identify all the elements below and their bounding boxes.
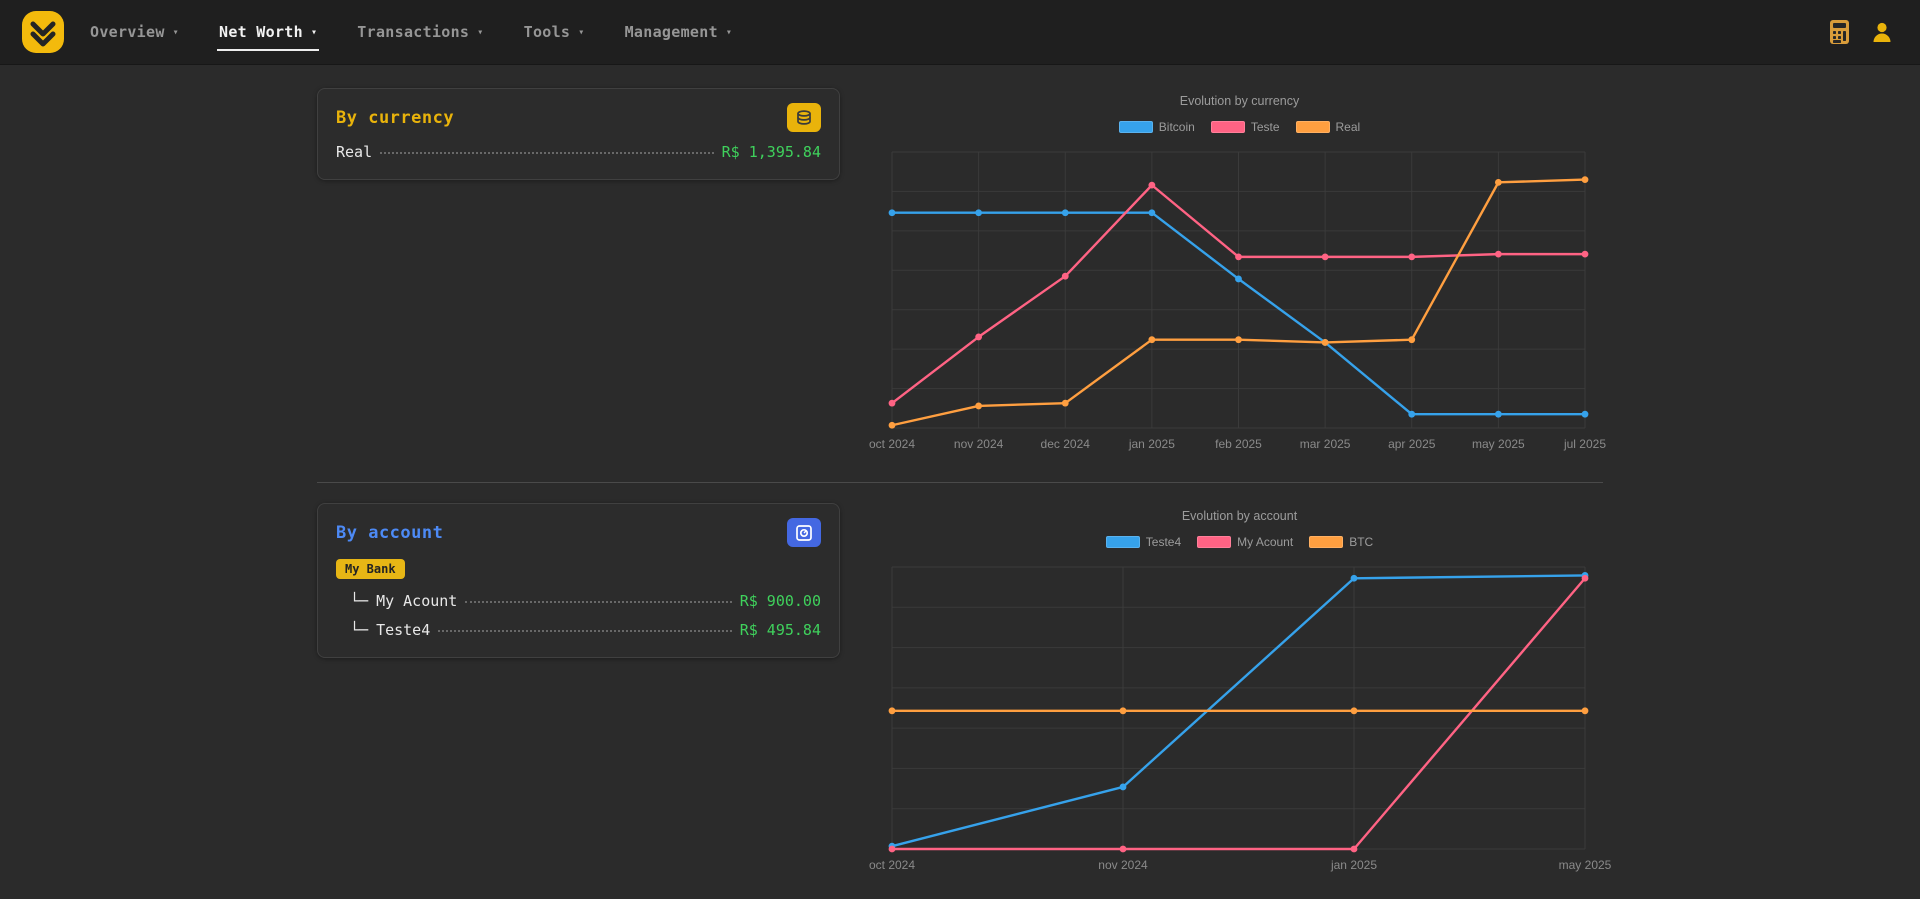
dotted-leader <box>380 152 714 154</box>
calculator-icon[interactable] <box>1829 19 1850 45</box>
by-currency-title: By currency <box>336 107 455 128</box>
svg-text:nov 2024: nov 2024 <box>954 437 1004 451</box>
chart-title: Evolution by currency <box>1179 94 1300 108</box>
chart-title: Evolution by account <box>1181 509 1298 523</box>
nav-item-management[interactable]: Management ▾ <box>623 13 735 51</box>
coin-stack-icon <box>797 109 811 125</box>
legend-label: Real <box>1335 120 1361 134</box>
legend-item[interactable]: BTC <box>1309 535 1373 549</box>
chevron-down-icon: ▾ <box>310 27 318 38</box>
svg-text:feb 2025: feb 2025 <box>1215 437 1262 451</box>
account-icon-button[interactable] <box>787 518 821 547</box>
app-logo[interactable] <box>20 9 66 55</box>
legend-label: Teste <box>1250 120 1280 134</box>
legend-swatch <box>1210 121 1245 133</box>
navbar-actions <box>1829 19 1900 45</box>
by-account-card: By account My Bank └─ My Acount R$ 900.0 <box>317 503 840 658</box>
section-divider <box>317 482 1603 483</box>
account-row: └─ My Acount R$ 900.00 <box>336 592 821 610</box>
currency-value: R$ 1,395.84 <box>721 143 821 161</box>
currency-icon-button[interactable] <box>787 103 821 132</box>
svg-text:oct 2024: oct 2024 <box>869 858 915 872</box>
svg-text:mar 2025: mar 2025 <box>1300 437 1351 451</box>
nav-item-label: Tools <box>523 23 571 41</box>
bank-badge[interactable]: My Bank <box>336 559 405 579</box>
nav-item-tools[interactable]: Tools ▾ <box>522 13 587 51</box>
svg-text:dec 2024: dec 2024 <box>1041 437 1091 451</box>
nav-item-net-worth[interactable]: Net Worth ▾ <box>216 13 320 51</box>
legend-swatch <box>1309 536 1344 548</box>
svg-text:oct 2024: oct 2024 <box>869 437 915 451</box>
legend-label: Teste4 <box>1145 535 1182 549</box>
nav-item-overview[interactable]: Overview ▾ <box>88 13 181 51</box>
bank-safe-icon <box>796 524 812 541</box>
account-value: R$ 900.00 <box>739 592 821 610</box>
legend-swatch <box>1118 121 1153 133</box>
chevron-down-icon: ▾ <box>578 27 585 38</box>
account-label: Teste4 <box>376 621 431 639</box>
account-evolution-chart: Evolution by account Teste4 My Acount BTC … <box>869 503 1612 877</box>
chevron-down-icon: ▾ <box>725 27 733 38</box>
svg-text:jul 2025: jul 2025 <box>1563 437 1606 451</box>
chart-legend: Teste4 My Acount BTC <box>876 535 1603 549</box>
user-icon[interactable] <box>1870 20 1894 44</box>
svg-text:may 2025: may 2025 <box>1559 858 1612 872</box>
chevron-down-icon: ▾ <box>477 27 484 38</box>
svg-text:may 2025: may 2025 <box>1472 437 1525 451</box>
currency-evolution-chart: Evolution by currency Bitcoin Teste Real o… <box>869 88 1606 456</box>
tree-branch-glyph: └─ <box>350 592 369 610</box>
by-account-title: By account <box>336 522 444 543</box>
nav-item-label: Net Worth <box>218 23 303 41</box>
currency-label: Real <box>336 143 373 161</box>
nav-item-label: Management <box>624 23 718 41</box>
by-currency-card: By currency Real R$ 1,395.84 <box>317 88 840 180</box>
line-chart-canvas: oct 2024 nov 2024 dec 2024 jan 2025 feb 2025… <box>869 151 1606 451</box>
tree-branch-glyph: └─ <box>350 621 369 639</box>
nav-item-label: Overview <box>90 23 165 41</box>
net-worth-page: By currency Real R$ 1,395.84 <box>317 64 1612 877</box>
legend-swatch <box>1105 536 1140 548</box>
legend-item[interactable]: Bitcoin <box>1118 120 1195 134</box>
svg-text:apr 2025: apr 2025 <box>1388 437 1436 451</box>
dotted-leader <box>438 630 732 632</box>
legend-item[interactable]: Teste <box>1210 120 1280 134</box>
legend-swatch <box>1295 121 1330 133</box>
legend-item[interactable]: My Acount <box>1197 535 1293 549</box>
chart-legend: Bitcoin Teste Real <box>876 120 1603 134</box>
legend-label: BTC <box>1349 535 1374 549</box>
dotted-leader <box>465 601 732 603</box>
svg-text:nov 2024: nov 2024 <box>1098 858 1148 872</box>
svg-text:jan 2025: jan 2025 <box>1330 858 1377 872</box>
chevron-down-icon: ▾ <box>172 27 179 38</box>
legend-item[interactable]: Teste4 <box>1105 535 1182 549</box>
account-value: R$ 495.84 <box>739 621 821 639</box>
nav-item-transactions[interactable]: Transactions ▾ <box>355 13 485 51</box>
currency-row: Real R$ 1,395.84 <box>336 143 821 161</box>
account-row: └─ Teste4 R$ 495.84 <box>336 621 821 639</box>
legend-swatch <box>1197 536 1232 548</box>
svg-text:jan 2025: jan 2025 <box>1128 437 1175 451</box>
line-chart-canvas: oct 2024 nov 2024 jan 2025 may 2025 <box>869 566 1612 872</box>
legend-label: My Acount <box>1237 535 1294 549</box>
nav-menu: Overview ▾ Net Worth ▾ Transactions ▾ To… <box>88 0 734 64</box>
legend-item[interactable]: Real <box>1295 120 1361 134</box>
app-logo-icon <box>22 11 64 53</box>
nav-item-label: Transactions <box>357 23 470 41</box>
top-navbar: Overview ▾ Net Worth ▾ Transactions ▾ To… <box>0 0 1920 64</box>
legend-label: Bitcoin <box>1158 120 1195 134</box>
account-label: My Acount <box>376 592 458 610</box>
